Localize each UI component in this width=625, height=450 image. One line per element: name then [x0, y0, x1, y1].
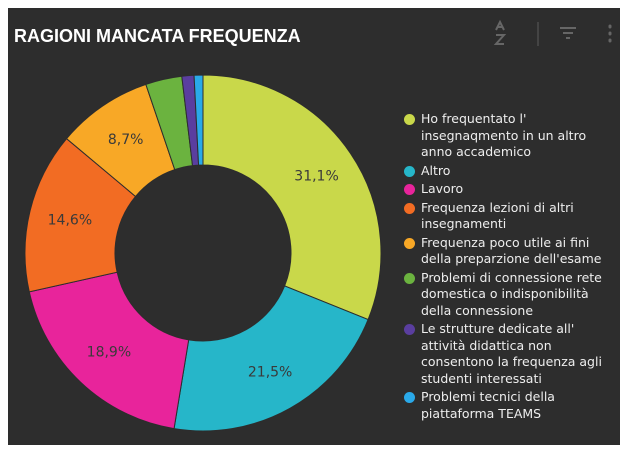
legend-label: Problemi di connessione rete domestica o…	[421, 269, 602, 318]
legend-item[interactable]: Ho frequentato l' insegnaqmento in un al…	[404, 111, 609, 161]
legend: Ho frequentato l' insegnaqmento in un al…	[404, 111, 609, 424]
filter-icon[interactable]	[560, 27, 576, 39]
legend-label: Lavoro	[421, 181, 464, 196]
slice	[202, 74, 382, 321]
legend-item[interactable]: Frequenza lezioni di altri insegnamenti	[404, 200, 609, 233]
legend-label: Altro	[421, 162, 451, 178]
legend-label: Problemi tecnici della piattaforma TEAMS	[421, 389, 555, 421]
legend-item[interactable]: Lavoro	[404, 181, 609, 198]
legend-swatch	[404, 114, 415, 125]
legend-label: Le strutture dedicate all' attività dida…	[421, 321, 602, 386]
slice-label: 8,7%	[108, 132, 144, 148]
legend-swatch	[404, 165, 415, 177]
legend-swatch	[404, 324, 415, 335]
legend-label: Frequenza poco utile ai fini della prepa…	[421, 234, 602, 267]
legend-item[interactable]: Problemi di connessione rete domestica o…	[404, 270, 609, 320]
chart-title: RAGIONI MANCATA FREQUENZA	[14, 26, 301, 46]
panel: RAGIONI MANCATA FREQUENZA 31,1% 21,5% 18,9…	[8, 8, 620, 445]
legend-item[interactable]: Frequenza poco utile ai fini della prepa…	[404, 235, 609, 268]
legend-item[interactable]: Problemi tecnici della piattaforma TEAMS	[404, 389, 609, 422]
legend-label: Frequenza lezioni di altri insegnamenti	[421, 199, 574, 232]
legend-label: Ho frequentato l' insegnaqmento in un al…	[421, 111, 587, 159]
slice	[173, 285, 369, 432]
legend-item[interactable]: Le strutture dedicate all' attività dida…	[404, 321, 609, 387]
slice-label: 18,9%	[87, 345, 131, 361]
slice	[193, 74, 204, 166]
slice-label: 14,6%	[48, 213, 92, 229]
legend-item[interactable]: Altro	[404, 163, 609, 180]
sort-icon[interactable]	[493, 19, 507, 45]
chart: 31,1% 21,5% 18,9% 14,6% 8,7%	[24, 19, 612, 432]
slice	[28, 271, 190, 430]
slice-label: 21,5%	[248, 364, 292, 380]
legend-swatch	[404, 202, 415, 214]
legend-swatch	[404, 272, 415, 284]
slice-label: 31,1%	[294, 168, 338, 184]
legend-swatch	[404, 392, 415, 403]
legend-swatch	[404, 184, 415, 195]
legend-swatch	[404, 237, 415, 249]
toolbar-icons	[493, 19, 612, 46]
